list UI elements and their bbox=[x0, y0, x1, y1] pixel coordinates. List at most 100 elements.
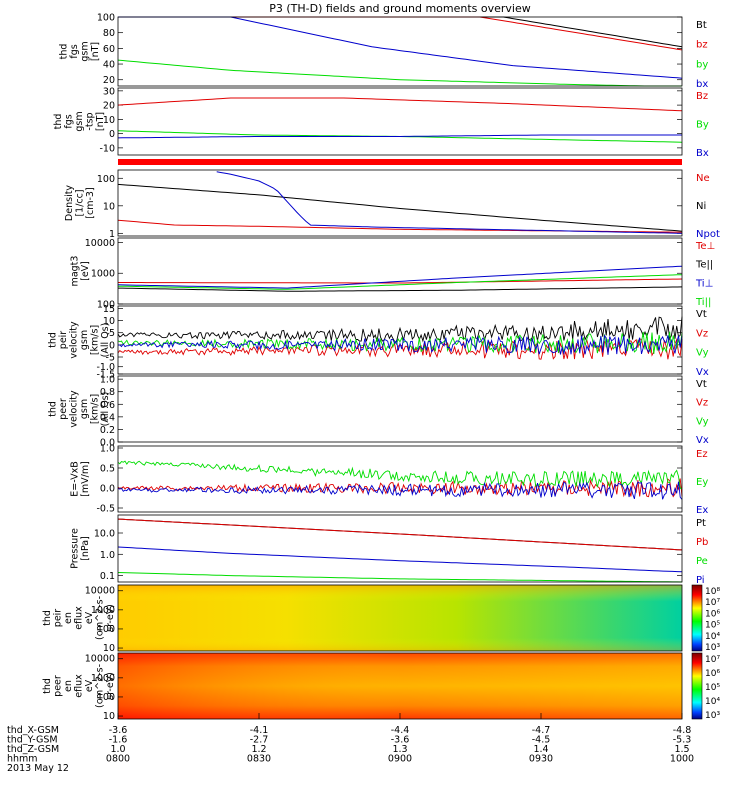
y-tick-label: 1000 bbox=[91, 605, 115, 616]
x-tick-label: 0900 bbox=[388, 754, 412, 765]
series-pb-line bbox=[117, 518, 683, 551]
y-axis-label: thd fgs gsm -tsp [nT] bbox=[53, 111, 106, 131]
y-axis-label-line: thd bbox=[48, 401, 59, 417]
legend-bx: bx bbox=[696, 79, 708, 90]
y-tick-label: 0.5 bbox=[100, 464, 115, 475]
legend-te: Te⊥ bbox=[695, 241, 715, 252]
legend-ti: Ti|| bbox=[695, 297, 711, 308]
legend-te: Te|| bbox=[695, 260, 713, 271]
legend-pb: Pb bbox=[696, 537, 708, 548]
y-axis-label-line: thd bbox=[48, 332, 59, 348]
y-tick-label: 10.0 bbox=[94, 528, 115, 539]
y-axis-label-line: eflux bbox=[74, 606, 85, 630]
series-vx-line bbox=[117, 334, 683, 356]
series-ne-line bbox=[117, 219, 683, 233]
panel-e_field: -0.5 0.0 0.5 1.0 Ez Ey Ex E=-VxB [mV/m] bbox=[70, 444, 709, 517]
y-axis-label-line: fgs bbox=[64, 114, 75, 128]
x-axis-row-label: thd_X-GSM bbox=[7, 725, 59, 736]
colorbar-tick-label: 10⁷ bbox=[705, 598, 720, 608]
series-bx-line bbox=[118, 16, 683, 79]
x-tick-label: 1.0 bbox=[110, 744, 125, 755]
y-tick-label: 15 bbox=[103, 304, 115, 315]
series-pe-line bbox=[117, 572, 683, 583]
y-axis-label-line: [km/s] bbox=[90, 394, 101, 424]
y-axis-label-line: fgs bbox=[69, 44, 80, 58]
y-axis-label: thd fgs gsm [nT] bbox=[59, 41, 102, 61]
y-tick-label: 1000 bbox=[91, 673, 115, 684]
y-axis-label-line: (All Qs) bbox=[100, 392, 111, 427]
y-tick-label: 60 bbox=[103, 44, 115, 55]
y-tick-label: -10 bbox=[99, 143, 115, 154]
y-tick-label: 0.4 bbox=[100, 412, 115, 423]
series-ey-line bbox=[117, 460, 683, 490]
y-tick-label: -5 bbox=[106, 353, 115, 364]
x-tick-label: 1.5 bbox=[674, 744, 689, 755]
y-axis-label-line: peir bbox=[53, 609, 64, 628]
legend-bz: bz bbox=[696, 40, 708, 51]
y-tick-label: 10000 bbox=[85, 238, 115, 249]
y-axis-label-line: (cm^2-s- bbox=[95, 596, 106, 640]
series-ni-line bbox=[117, 183, 683, 232]
y-tick-label: 1.0 bbox=[100, 375, 115, 386]
panel-frame bbox=[117, 87, 683, 156]
y-axis-label-line: thd bbox=[59, 44, 70, 60]
y-axis-label-line: (cm^2-s- bbox=[95, 664, 106, 708]
x-tick-label: 0830 bbox=[247, 754, 271, 765]
x-tick-label: 1.3 bbox=[392, 744, 407, 755]
series-bt-line bbox=[118, 16, 683, 48]
x-axis-row-label: hhmm bbox=[7, 754, 38, 765]
x-tick-label: -4.8 bbox=[673, 725, 692, 736]
x-tick-label: 1000 bbox=[670, 754, 694, 765]
panel-peer_velocity: 0.0 0.2 0.40.6 0.81.0 Vt Vz Vy Vx thd peer velocit… bbox=[48, 375, 709, 449]
y-axis-label: magt3 [eV] bbox=[70, 256, 92, 287]
y-axis-label-line: peer bbox=[53, 675, 64, 697]
y-tick-label: 0.0 bbox=[100, 438, 115, 449]
colorbar-tick-label: 10⁶ bbox=[705, 609, 720, 619]
y-axis-label-line: [eV] bbox=[80, 261, 91, 281]
legend-vx: Vx bbox=[696, 367, 709, 378]
legend-pi: Pi bbox=[696, 575, 705, 586]
ephemeris-bar bbox=[118, 159, 682, 165]
legend-ti: Ti⊥ bbox=[695, 278, 713, 289]
y-axis-label-line: Density bbox=[64, 185, 75, 221]
colorbar-tick-label: 10⁷ bbox=[705, 655, 720, 665]
legend-npot: Npot bbox=[696, 229, 720, 240]
y-tick-label: 20 bbox=[103, 101, 115, 112]
y-axis-label-line: thd bbox=[42, 610, 53, 626]
panel-frame bbox=[117, 237, 683, 305]
y-tick-label: 10 bbox=[103, 711, 115, 722]
y-tick-label: 5 bbox=[109, 328, 115, 339]
colorbar-tick-label: 10³ bbox=[705, 643, 720, 653]
y-tick-label: 1.0 bbox=[100, 444, 115, 455]
legend-pt: Pt bbox=[696, 518, 706, 529]
x-tick-label: -2.7 bbox=[250, 735, 269, 746]
panel-frame bbox=[117, 305, 683, 375]
y-axis-label: thd peir velocity gsm [km/s] (All Qs) bbox=[48, 321, 112, 359]
series-vt-line bbox=[117, 316, 683, 343]
colorbar-tick-label: 10⁶ bbox=[705, 669, 720, 679]
colorbar-tick-label: 10⁵ bbox=[705, 683, 720, 693]
y-axis-label-line: (All Qs) bbox=[100, 323, 111, 358]
y-tick-label: 30 bbox=[103, 86, 115, 97]
y-axis-label-line: eflux bbox=[74, 674, 85, 698]
colorbar-tick-label: 10³ bbox=[705, 711, 720, 721]
y-axis-label-line: -tsp bbox=[85, 112, 96, 130]
legend-ez: Ez bbox=[696, 449, 708, 460]
legend-bz: Bz bbox=[696, 91, 708, 102]
y-tick-label: 100 bbox=[97, 692, 115, 703]
y-tick-label: 10 bbox=[103, 201, 115, 212]
y-tick-label: 40 bbox=[103, 60, 115, 71]
colorbar-tick-label: 10⁵ bbox=[705, 621, 720, 631]
y-tick-label: 0.8 bbox=[100, 387, 115, 398]
y-axis-label: Density [1/cc] [cm-3] bbox=[64, 185, 96, 221]
panel-frame bbox=[117, 169, 683, 237]
y-tick-label: -0.5 bbox=[96, 504, 115, 515]
y-axis-label-line: gsm bbox=[79, 399, 90, 419]
series-npot-line bbox=[216, 171, 683, 234]
series-ez-line bbox=[117, 478, 683, 498]
panel-frame bbox=[117, 445, 683, 513]
y-tick-label: -1.0 bbox=[96, 362, 115, 373]
legend-ni: Ni bbox=[696, 201, 706, 212]
